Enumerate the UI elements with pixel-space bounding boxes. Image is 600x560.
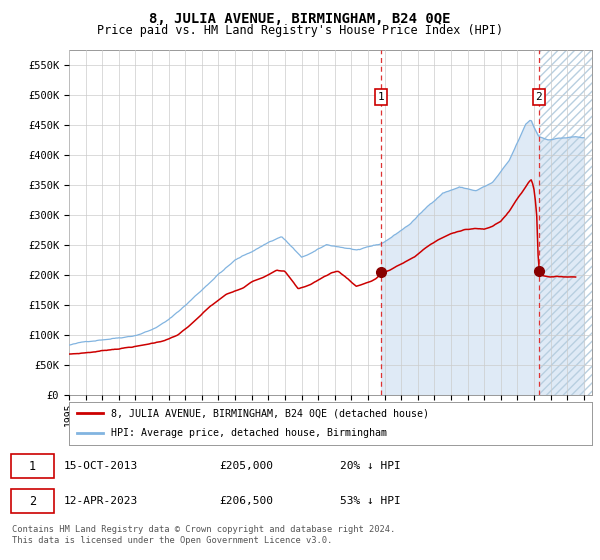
- Text: 12-APR-2023: 12-APR-2023: [64, 496, 138, 506]
- Text: 2: 2: [29, 494, 36, 508]
- Text: 15-OCT-2013: 15-OCT-2013: [64, 461, 138, 471]
- Text: 53% ↓ HPI: 53% ↓ HPI: [340, 496, 401, 506]
- Text: 1: 1: [29, 460, 36, 473]
- Text: 20% ↓ HPI: 20% ↓ HPI: [340, 461, 401, 471]
- Text: Contains HM Land Registry data © Crown copyright and database right 2024.
This d: Contains HM Land Registry data © Crown c…: [12, 525, 395, 545]
- Text: Price paid vs. HM Land Registry's House Price Index (HPI): Price paid vs. HM Land Registry's House …: [97, 24, 503, 36]
- Bar: [539, 50, 600, 395]
- Text: 1: 1: [378, 92, 385, 102]
- Text: £206,500: £206,500: [220, 496, 274, 506]
- FancyBboxPatch shape: [11, 489, 54, 513]
- Text: 8, JULIA AVENUE, BIRMINGHAM, B24 0QE (detached house): 8, JULIA AVENUE, BIRMINGHAM, B24 0QE (de…: [111, 408, 429, 418]
- Text: 8, JULIA AVENUE, BIRMINGHAM, B24 0QE: 8, JULIA AVENUE, BIRMINGHAM, B24 0QE: [149, 12, 451, 26]
- FancyBboxPatch shape: [11, 454, 54, 478]
- Text: HPI: Average price, detached house, Birmingham: HPI: Average price, detached house, Birm…: [111, 428, 387, 438]
- Text: £205,000: £205,000: [220, 461, 274, 471]
- Text: 2: 2: [535, 92, 542, 102]
